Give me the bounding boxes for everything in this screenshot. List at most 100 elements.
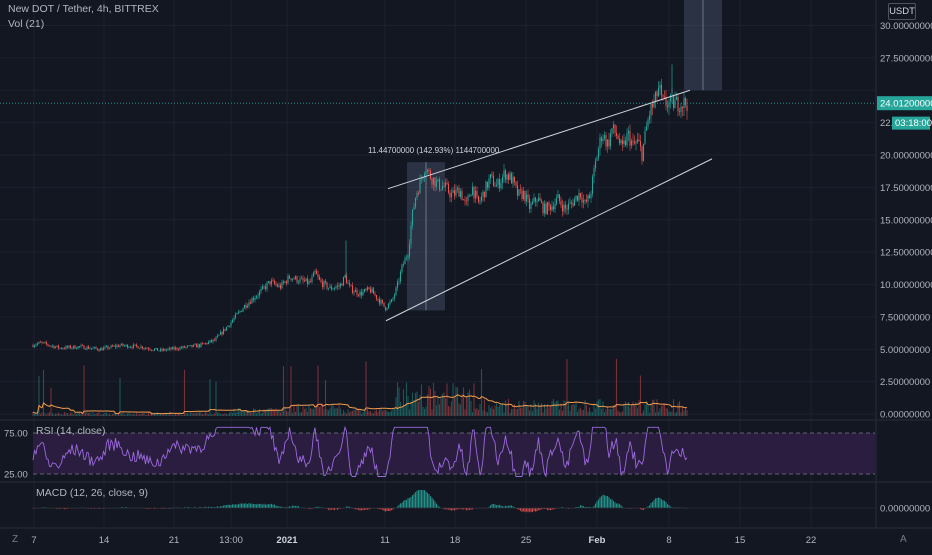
candle-body	[218, 334, 220, 336]
volume-bar	[99, 414, 102, 416]
macd-histogram-bar	[263, 503, 265, 508]
candle-body	[242, 308, 244, 312]
volume-bar	[419, 395, 421, 416]
currency-badge[interactable]: USDT	[888, 3, 916, 20]
candle-body	[386, 308, 388, 310]
candle-body	[174, 347, 177, 350]
candle-body	[684, 98, 687, 106]
symbol-title[interactable]: New DOT / Tether, 4h, BITTREX	[8, 3, 159, 15]
volume-bar	[74, 412, 76, 416]
macd-histogram-bar	[405, 499, 408, 508]
macd-histogram-bar	[501, 506, 504, 508]
candle-body	[659, 84, 661, 88]
candle-body	[275, 283, 277, 285]
candle-body	[146, 348, 148, 349]
candle-body	[237, 311, 240, 314]
candle-body	[369, 288, 372, 293]
price-axis-label: 17.50000000	[880, 183, 932, 194]
volume-bar	[464, 409, 466, 416]
macd-histogram-bar	[621, 506, 624, 508]
volume-bar	[645, 400, 648, 416]
macd-histogram-bar	[396, 506, 399, 508]
volume-bar	[87, 413, 90, 416]
macd-histogram-bar	[219, 506, 222, 508]
volume-bar	[575, 401, 577, 416]
macd-histogram-bar	[432, 499, 435, 508]
macd-histogram-bar	[287, 506, 289, 508]
volume-bar	[639, 375, 642, 416]
volume-bar	[330, 405, 333, 416]
volume-bar	[315, 404, 318, 416]
volume-bar	[620, 412, 622, 416]
volume-bar	[93, 414, 96, 416]
macd-histogram-bar	[494, 504, 496, 508]
macd-histogram-bar	[602, 494, 604, 508]
volume-bar	[516, 408, 519, 416]
macd-legend[interactable]: MACD (12, 26, close, 9)	[36, 487, 149, 499]
macd-histogram-bar	[234, 504, 237, 508]
volume-bar	[306, 411, 309, 416]
candle-body	[567, 203, 570, 210]
candle-body	[317, 274, 319, 277]
candle-body	[279, 285, 282, 289]
candle-body	[452, 190, 454, 193]
volume-bar	[69, 412, 72, 416]
candle-body	[341, 283, 343, 286]
volume-bar	[672, 399, 675, 416]
volume-bar	[209, 379, 211, 416]
candle-body	[264, 286, 267, 289]
candle-body	[477, 195, 480, 202]
candle-body	[515, 181, 517, 186]
volume-bar	[425, 406, 427, 416]
candle-body	[335, 286, 337, 289]
volume-legend[interactable]: Vol (21)	[8, 18, 45, 30]
volume-bar	[264, 409, 267, 416]
macd-histogram-bar	[225, 505, 228, 508]
volume-bar	[327, 410, 330, 416]
macd-histogram-bar	[665, 502, 667, 508]
volume-bar	[344, 412, 346, 416]
volume-bar	[237, 408, 240, 416]
candle-body	[225, 326, 228, 331]
candle-body	[498, 179, 501, 189]
macd-histogram-bar	[272, 504, 274, 508]
candle-body	[209, 340, 211, 342]
volume-bar	[320, 406, 322, 416]
macd-histogram-bar	[242, 503, 244, 508]
volume-bar	[675, 412, 678, 416]
candle-body	[204, 343, 207, 344]
candle-body	[611, 128, 613, 134]
volume-bar	[456, 387, 459, 416]
volume-bar	[200, 412, 202, 416]
macd-histogram-bar	[539, 508, 541, 511]
macd-histogram-bar	[536, 508, 538, 512]
volume-bar	[377, 411, 379, 416]
auto-scale-button[interactable]: A	[900, 534, 907, 545]
volume-bar	[579, 407, 582, 416]
macd-histogram-bar	[500, 505, 502, 508]
zoom-toggle-button[interactable]: Z	[12, 534, 19, 545]
candle-body	[431, 178, 433, 185]
candle-body	[503, 170, 505, 177]
volume-bar	[242, 410, 244, 416]
volume-bar	[390, 410, 393, 416]
volume-bar	[570, 404, 573, 416]
candle-body	[662, 95, 664, 97]
volume-bar	[90, 414, 93, 416]
macd-histogram-bar	[614, 502, 616, 508]
candle-body	[183, 346, 186, 348]
candle-body	[99, 348, 102, 351]
volume-bar	[536, 408, 538, 416]
volume-bar	[225, 413, 228, 416]
volume-bar	[228, 412, 231, 416]
rsi-legend[interactable]: RSI (14, close)	[36, 425, 106, 437]
macd-histogram-bar	[489, 505, 492, 508]
volume-bar	[489, 408, 492, 416]
volume-bar	[266, 408, 268, 416]
candle-body	[216, 335, 219, 338]
volume-bar	[509, 412, 511, 416]
macd-histogram-bar	[534, 508, 537, 512]
candle-body	[105, 346, 108, 348]
